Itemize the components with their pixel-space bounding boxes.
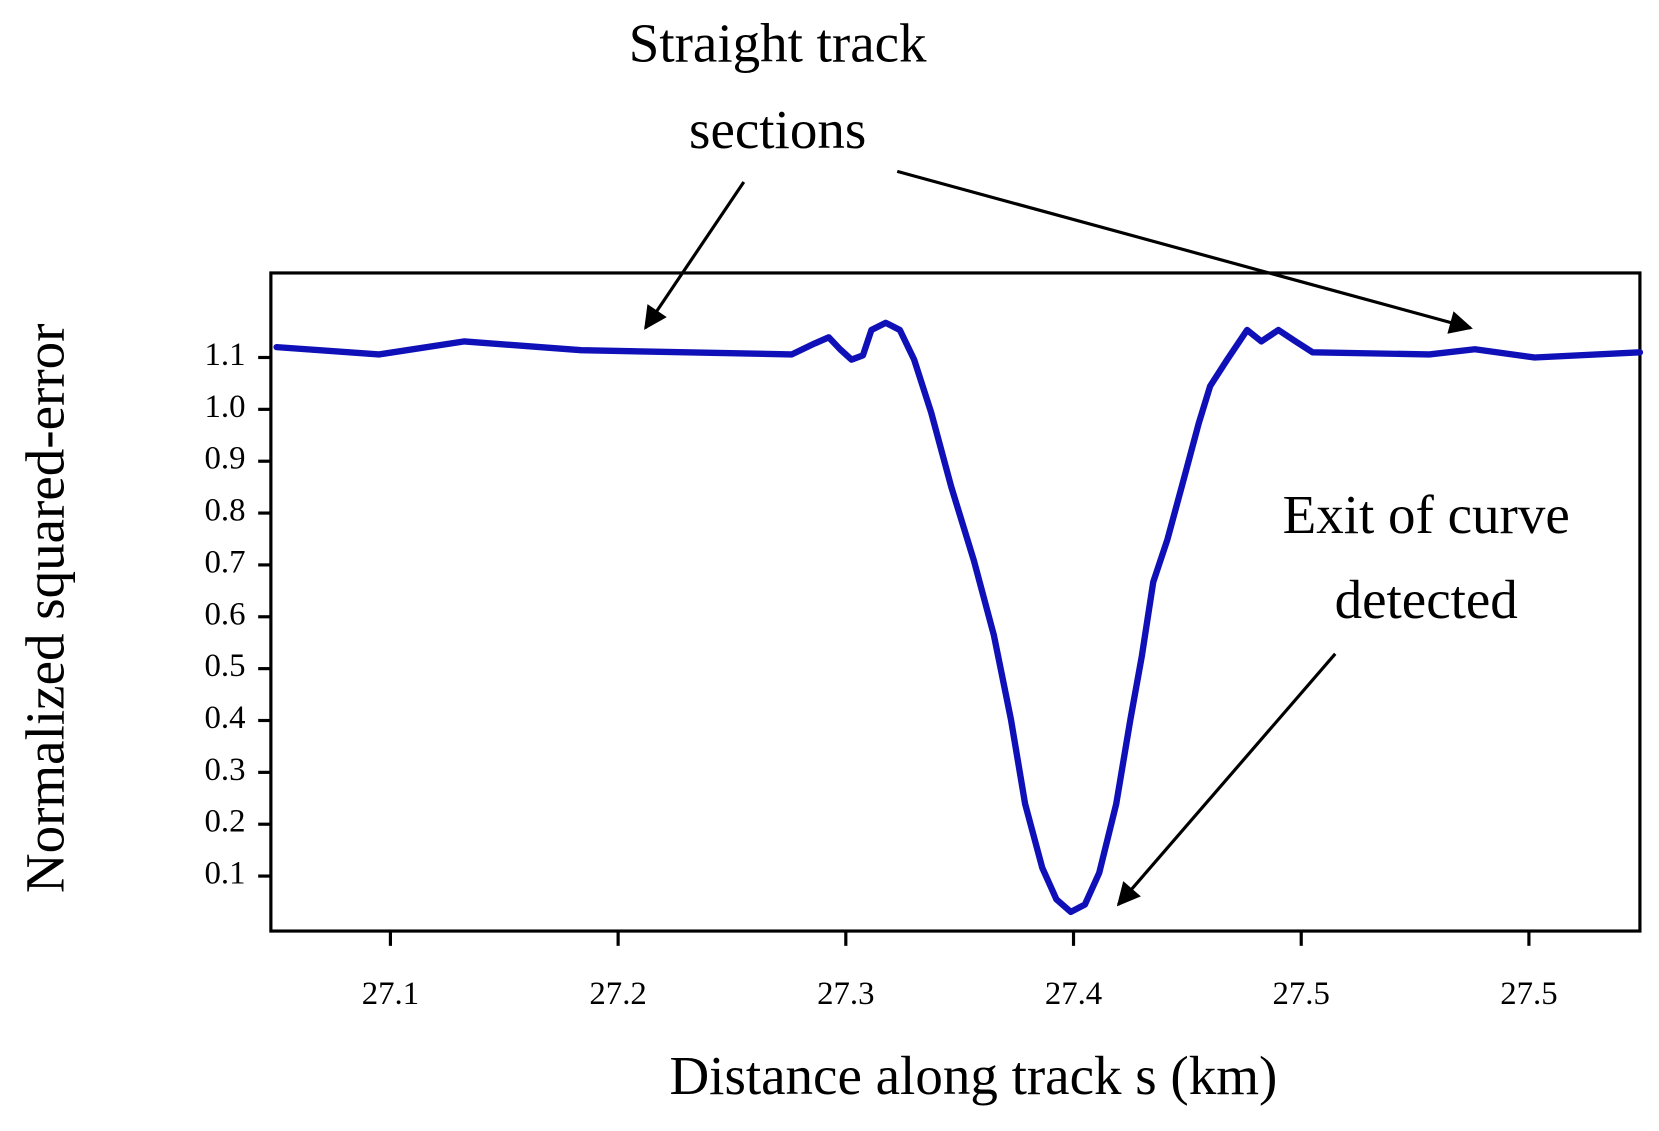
x-tick-label: 27.5 (1500, 976, 1557, 1012)
annotation-line: sections (689, 99, 866, 160)
arrow (1116, 652, 1337, 907)
x-tick-label: 27.2 (589, 976, 646, 1012)
y-axis-label: Normalized squared-error (14, 324, 75, 894)
y-tick-label: 1.1 (205, 337, 246, 373)
y-tick-label: 0.2 (205, 804, 246, 840)
arrow (896, 169, 1473, 334)
y-tick-label: 0.9 (205, 441, 246, 477)
y-tick-label: 0.4 (205, 700, 246, 736)
x-tick-label: 27.1 (362, 976, 419, 1012)
y-tick-label: 0.1 (205, 856, 246, 892)
x-tick-label: 27.4 (1045, 976, 1102, 1012)
y-tick-label: 0.3 (205, 752, 246, 788)
y-tick-label: 1.0 (205, 389, 246, 425)
annotation-line: Straight track (629, 12, 927, 73)
x-axis-label: Distance along track s (km) (669, 1045, 1277, 1106)
y-tick-label: 0.6 (205, 596, 246, 632)
y-tick-label: 0.8 (205, 493, 246, 529)
x-tick-label: 27.5 (1273, 976, 1330, 1012)
data-line (273, 319, 1644, 916)
annotation-line: detected (1335, 569, 1518, 630)
y-tick-label: 0.5 (205, 648, 246, 684)
plot-frame (269, 271, 1642, 933)
arrow (644, 181, 746, 330)
x-tick-label: 27.3 (817, 976, 874, 1012)
annotation-line: Exit of curve (1283, 484, 1570, 545)
y-tick-label: 0.7 (205, 544, 246, 580)
